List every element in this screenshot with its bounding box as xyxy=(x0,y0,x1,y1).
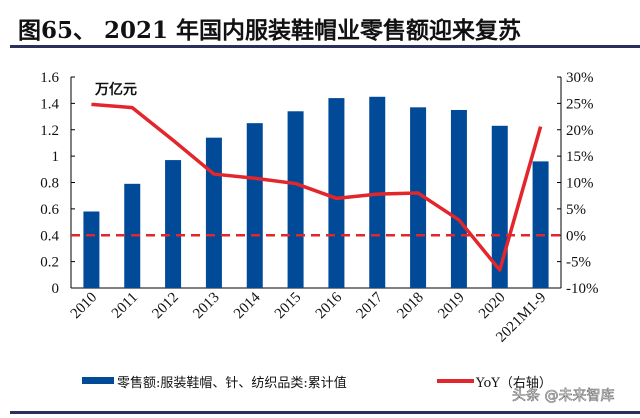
bar-2021M1-9 xyxy=(532,161,549,288)
x-tick-label: 2019 xyxy=(435,290,468,323)
right-tick-label: 20% xyxy=(566,123,594,139)
bar-2010 xyxy=(83,211,100,288)
bar-2014 xyxy=(246,123,263,288)
x-tick-label: 2012 xyxy=(149,290,182,323)
x-tick-label: 2015 xyxy=(272,290,305,323)
x-tick-label: 2014 xyxy=(231,289,264,322)
x-tick-label: 2020 xyxy=(476,290,509,323)
left-tick-label: 1.6 xyxy=(40,70,59,86)
unit-label: 万亿元 xyxy=(94,81,137,98)
legend-swatch-bar xyxy=(82,377,114,384)
left-tick-label: 0.6 xyxy=(40,202,59,218)
right-tick-label: 30% xyxy=(566,70,594,86)
right-tick-label: -5% xyxy=(566,255,591,271)
left-tick-label: 0.8 xyxy=(40,176,59,192)
legend-swatch-line xyxy=(437,379,474,383)
left-tick-label: 1.2 xyxy=(40,123,59,139)
left-tick-label: 0.4 xyxy=(40,228,59,244)
right-tick-label: 15% xyxy=(566,149,594,165)
bottom-divider xyxy=(10,411,640,414)
left-tick-label: 0 xyxy=(52,281,60,297)
x-tick-label: 2010 xyxy=(68,290,101,323)
left-tick-label: 0.2 xyxy=(40,255,59,271)
bar-2015 xyxy=(287,111,304,288)
left-tick-label: 1.4 xyxy=(40,96,59,112)
bar-2020 xyxy=(491,125,508,288)
x-tick-label: 2016 xyxy=(313,289,346,322)
yoy-line xyxy=(91,102,543,272)
x-tick-label: 2018 xyxy=(394,290,427,323)
right-tick-label: 5% xyxy=(566,202,586,218)
left-tick-label: 1 xyxy=(52,149,60,165)
title-divider xyxy=(10,45,640,48)
x-tick-label: 2013 xyxy=(190,290,223,323)
bar-2013 xyxy=(205,137,222,288)
right-tick-label: 0% xyxy=(566,228,586,244)
bar-2018 xyxy=(410,107,427,288)
right-tick-label: 10% xyxy=(566,176,594,192)
x-tick-label: 2011 xyxy=(109,290,141,322)
watermark: 头条 @未来智库 xyxy=(512,387,614,404)
bar-2016 xyxy=(328,98,345,288)
legend: 零售额:服装鞋帽、针、纺织品类:累计值 YoY（右轴） xyxy=(82,375,552,391)
right-tick-label: 25% xyxy=(566,96,594,112)
bar-2012 xyxy=(165,160,182,288)
chart-title: 图65、 2021 年国内服装鞋帽业零售额迎来复苏 xyxy=(18,17,521,44)
legend-label-bar: 零售额:服装鞋帽、针、纺织品类:累计值 xyxy=(117,375,347,391)
right-tick-label: -10% xyxy=(566,281,599,297)
bar-2019 xyxy=(450,109,467,288)
legend-label-line: YoY（右轴） xyxy=(475,376,552,391)
x-tick-label: 2017 xyxy=(354,289,387,322)
